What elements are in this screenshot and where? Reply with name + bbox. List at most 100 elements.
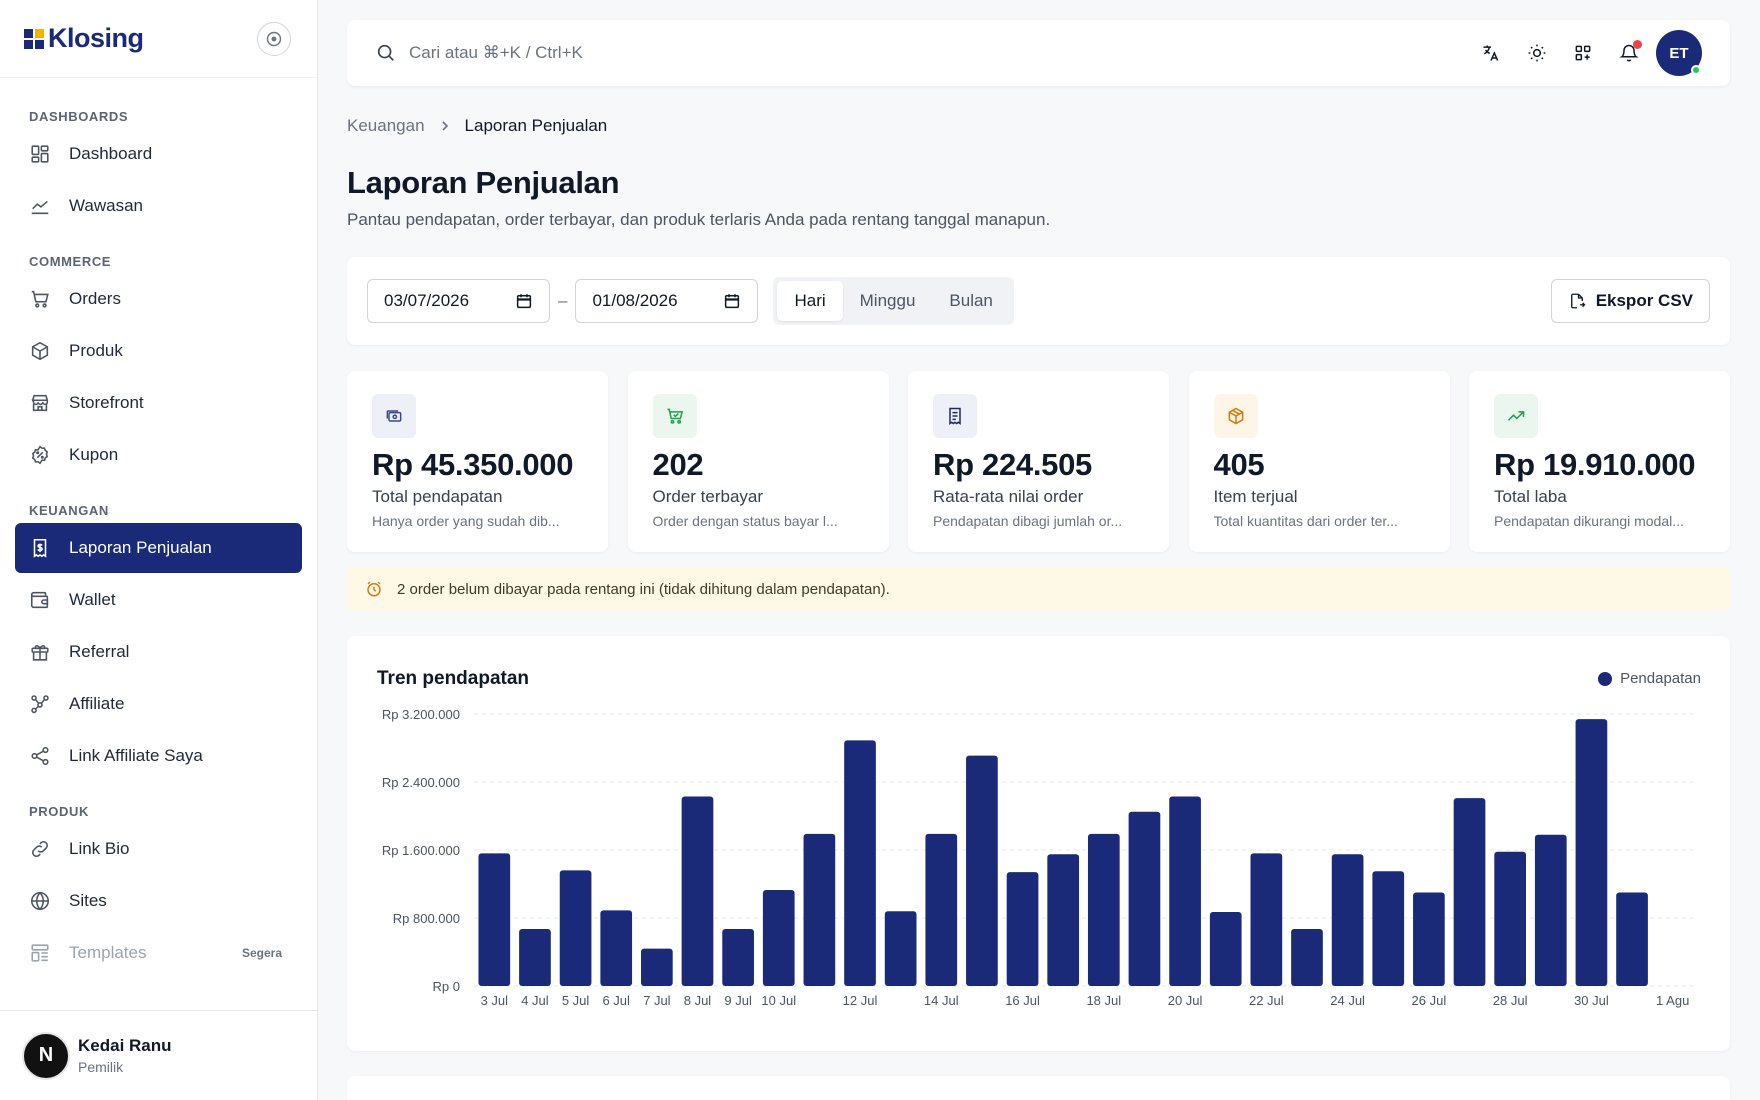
revenue-bar[interactable] [1128, 811, 1161, 986]
apps-grid-icon [1575, 45, 1591, 61]
sidebar-item-label: Kupon [69, 445, 119, 464]
revenue-bar[interactable] [1291, 929, 1323, 986]
sidebar-item-wallet[interactable]: Wallet [15, 575, 302, 625]
revenue-bar[interactable] [722, 929, 754, 986]
revenue-bar[interactable] [1616, 892, 1648, 987]
sidebar-item-orders[interactable]: Orders [15, 274, 302, 324]
revenue-bar[interactable] [762, 889, 795, 986]
x-tick-label: 9 Jul [724, 993, 752, 1008]
sidebar-item-storefront[interactable]: Storefront [15, 378, 302, 428]
legend-swatch [1598, 671, 1613, 686]
user-avatar-button[interactable]: ET [1656, 30, 1702, 76]
template-icon [31, 944, 49, 962]
stat-label: Total pendapatan [372, 487, 503, 506]
y-tick-label: Rp 3.200.000 [382, 707, 460, 722]
granularity-option-hari[interactable]: Hari [777, 281, 843, 321]
stat-icon-container [1494, 394, 1538, 438]
revenue-bar[interactable] [844, 740, 876, 986]
revenue-bar[interactable] [600, 910, 633, 986]
revenue-bar[interactable] [641, 948, 673, 986]
revenue-bar[interactable] [1494, 851, 1526, 986]
apps-button[interactable] [1560, 30, 1606, 76]
x-tick-label: 10 Jul [761, 993, 796, 1008]
revenue-bar[interactable] [478, 853, 511, 986]
language-button[interactable] [1468, 30, 1514, 76]
revenue-bar[interactable] [966, 755, 998, 986]
sidebar-item-wawasan[interactable]: Wawasan [15, 181, 302, 231]
revenue-bar[interactable] [1047, 854, 1080, 986]
breadcrumb-current: Laporan Penjualan [464, 116, 608, 135]
sidebar-item-kupon[interactable]: Kupon [15, 430, 302, 480]
revenue-bar[interactable] [1575, 719, 1608, 986]
stat-card-rata-rata-nilai-order: Rp 224.505 Rata-rata nilai order Pendapa… [908, 371, 1169, 552]
revenue-bar[interactable] [1372, 871, 1405, 986]
x-tick-label: 24 Jul [1330, 993, 1365, 1008]
stat-description: Pendapatan dibagi jumlah or... [933, 513, 1123, 529]
breadcrumb-parent-link[interactable]: Keuangan [347, 116, 425, 135]
calendar-icon[interactable] [515, 292, 533, 310]
revenue-bar[interactable] [803, 833, 836, 986]
search-input[interactable] [409, 43, 1009, 63]
revenue-bar[interactable] [1087, 833, 1120, 986]
revenue-bar[interactable] [1006, 872, 1039, 986]
stat-cards: Rp 45.350.000 Total pendapatan Hanya ord… [347, 371, 1730, 552]
sidebar-item-label: Templates [69, 943, 147, 962]
sidebar-item-dashboard[interactable]: Dashboard [15, 129, 302, 179]
revenue-bar[interactable] [1453, 798, 1486, 986]
export-csv-button[interactable]: Ekspor CSV [1550, 279, 1710, 323]
revenue-bar[interactable] [1209, 912, 1242, 986]
granularity-option-minggu[interactable]: Minggu [859, 291, 916, 310]
coming-soon-badge: Segera [241, 946, 282, 960]
filter-bar: 03/07/2026 – 01/08/2026 Hari Minggu Bula… [347, 257, 1730, 345]
sidebar-item-label: Sites [69, 891, 107, 910]
revenue-bar[interactable] [519, 929, 551, 986]
x-tick-label: 16 Jul [1005, 993, 1040, 1008]
stat-card-item-terjual: 405 Item terjual Total kuantitas dari or… [1188, 371, 1450, 552]
unpaid-orders-warning: 2 order belum dibayar pada rentang ini (… [347, 567, 1730, 611]
cart-icon [31, 290, 49, 308]
sidebar-item-label: Link Affiliate Saya [69, 746, 203, 765]
x-tick-label: 8 Jul [684, 993, 712, 1008]
revenue-bar[interactable] [1331, 854, 1364, 986]
x-tick-label: 1 Agu [1656, 993, 1689, 1008]
brand: Klosing [0, 0, 317, 78]
money-icon [386, 410, 402, 422]
stat-icon-container [1213, 394, 1258, 438]
y-tick-label: Rp 1.600.000 [382, 843, 460, 858]
x-tick-label: 5 Jul [562, 993, 590, 1008]
revenue-bar[interactable] [1413, 892, 1445, 987]
sidebar-item-affiliate[interactable]: Affiliate [15, 679, 302, 729]
revenue-bar[interactable] [1169, 796, 1201, 986]
revenue-bar[interactable] [1534, 834, 1567, 986]
user-profile[interactable]: N Kedai Ranu Pemilik [0, 1010, 318, 1100]
date-from-value: 03/07/2026 [384, 291, 470, 310]
granularity-option-bulan[interactable]: Bulan [949, 291, 993, 310]
revenue-bar[interactable] [681, 796, 714, 986]
date-to-value: 01/08/2026 [592, 291, 678, 310]
chart-legend[interactable]: Pendapatan [1598, 670, 1701, 687]
sidebar-item-label: Referral [69, 642, 130, 661]
sidebar-item-laporan-penjualan[interactable]: Laporan Penjualan [15, 523, 302, 573]
calendar-icon[interactable] [723, 292, 741, 310]
notifications-button[interactable] [1606, 30, 1652, 76]
theme-toggle-button[interactable] [1514, 30, 1560, 76]
date-to-input[interactable]: 01/08/2026 [575, 279, 759, 323]
receipt-icon [949, 407, 961, 425]
sidebar-item-referral[interactable]: Referral [15, 627, 302, 677]
date-from-input[interactable]: 03/07/2026 [367, 279, 550, 323]
sidebar-toggle-button[interactable] [257, 22, 291, 56]
x-tick-label: 20 Jul [1168, 993, 1203, 1008]
globe-icon [30, 891, 50, 911]
insight-chart-icon [31, 200, 49, 215]
revenue-bar[interactable] [884, 911, 917, 986]
sidebar-item-sites[interactable]: Sites [15, 876, 302, 926]
x-tick-label: 6 Jul [602, 993, 630, 1008]
revenue-bar[interactable] [1250, 853, 1283, 986]
sidebar-item-link-affiliate-saya[interactable]: Link Affiliate Saya [15, 731, 302, 781]
store-icon [31, 394, 49, 412]
sidebar-item-produk[interactable]: Produk [15, 326, 302, 376]
revenue-trend-chart-card: Rp 0 Rp 800.000 Rp 1.600.000 Rp 2.400.000 Rp… [347, 636, 1730, 1051]
sidebar-item-link-bio[interactable]: Link Bio [15, 824, 302, 874]
revenue-bar[interactable] [925, 833, 958, 986]
revenue-bar[interactable] [559, 870, 592, 986]
